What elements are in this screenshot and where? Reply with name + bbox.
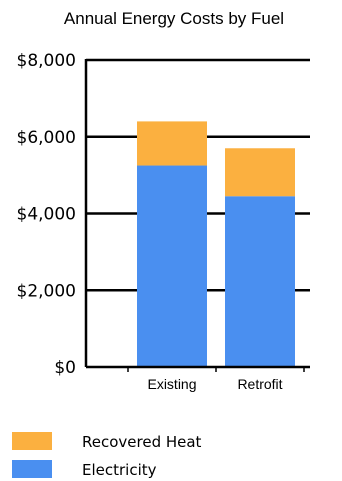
legend-label: Recovered Heat	[82, 433, 202, 451]
bar-existing-recovered-heat	[137, 121, 207, 166]
y-tick-label: $2,000	[17, 281, 76, 301]
y-tick-label: $8,000	[17, 51, 76, 71]
y-tick-label: $4,000	[17, 205, 76, 225]
bar-retrofit-electricity	[225, 196, 295, 367]
x-tick-label: Existing	[147, 376, 196, 392]
y-tick-labels: $0 $2,000 $4,000 $6,000 $8,000	[17, 51, 76, 378]
legend-label: Electricity	[82, 461, 157, 479]
legend: Recovered Heat Electricity	[12, 432, 202, 479]
x-tick-labels: Existing Retrofit	[147, 376, 282, 392]
legend-swatch	[12, 460, 52, 478]
bar-existing-electricity	[137, 165, 207, 367]
legend-swatch	[12, 432, 52, 450]
bar-retrofit-recovered-heat	[225, 148, 295, 197]
y-tick-label: $6,000	[17, 128, 76, 148]
x-tick-label: Retrofit	[237, 376, 282, 392]
bars	[137, 121, 295, 367]
y-tick-label: $0	[54, 358, 76, 378]
axes	[84, 59, 310, 372]
chart-title: Annual Energy Costs by Fuel	[64, 9, 284, 28]
